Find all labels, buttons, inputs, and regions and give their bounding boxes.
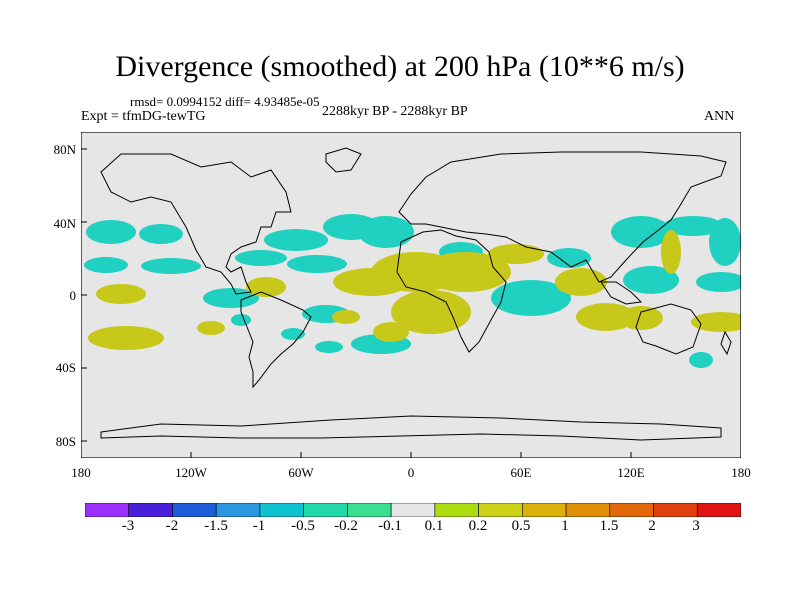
positive-region [555, 268, 607, 296]
colorbar-swatch [696, 503, 741, 517]
colorbar-label: 3 [692, 518, 700, 534]
eurasia-coast [398, 151, 727, 283]
new-zealand-coast [720, 330, 732, 356]
negative-region [709, 218, 741, 266]
negative-divergence-regions [84, 214, 741, 368]
colorbar-swatch [653, 503, 698, 517]
divergence-map [81, 132, 741, 458]
colorbar-label: 1 [561, 518, 569, 534]
colorbar-swatch [215, 503, 261, 517]
experiment-label: Expt = tfmDG-tewTG [81, 109, 206, 124]
negative-region [358, 216, 414, 248]
colorbar-swatch [259, 503, 304, 517]
period-label: 2288kyr BP - 2288kyr BP [322, 104, 468, 119]
positive-region [96, 284, 146, 304]
positive-region [488, 244, 544, 264]
coastlines [100, 147, 732, 441]
negative-region [231, 314, 251, 326]
negative-region [611, 216, 671, 248]
southeast-asia-islands-coast [600, 281, 643, 305]
y-tick-label: 40N [53, 216, 76, 231]
x-tick-label: 60E [510, 465, 532, 480]
negative-region [86, 220, 136, 244]
colorbar-label: 0.5 [511, 518, 531, 534]
australia-coast [635, 303, 702, 355]
colorbar-label: -1.5 [204, 518, 228, 534]
africa-coast [396, 229, 507, 353]
positive-region [332, 310, 360, 324]
negative-region [491, 280, 571, 316]
colorbar-swatch [303, 503, 348, 517]
x-tick-label: 120E [617, 465, 645, 480]
colorbar-label: -1 [252, 518, 266, 534]
negative-region [264, 229, 328, 251]
colorbar-label: 1.5 [599, 518, 619, 534]
y-tick-label: 40S [55, 360, 76, 375]
positive-region [88, 326, 164, 350]
positive-divergence-regions [88, 230, 741, 350]
negative-region [315, 341, 343, 353]
colorbar-swatch [390, 503, 436, 517]
x-tick-label: 180 [71, 465, 91, 480]
colorbar-label: 0.2 [468, 518, 488, 534]
colorbar-swatch [172, 503, 217, 517]
y-tick-label: 80N [53, 142, 76, 157]
colorbar-label: -0.2 [334, 518, 358, 534]
positive-region [691, 312, 741, 332]
positive-region [576, 303, 636, 331]
negative-region [287, 255, 347, 273]
y-tick-label: 80S [55, 434, 76, 449]
negative-region [663, 216, 723, 236]
positive-region [619, 306, 663, 330]
colorbar-label: -0.1 [378, 518, 402, 534]
colorbar-swatch [522, 503, 567, 517]
negative-region [235, 250, 287, 266]
colorbar-label: -3 [121, 518, 135, 534]
negative-region [623, 266, 679, 294]
rmsd-stats: rmsd= 0.0994152 diff= 4.93485e-05 [130, 94, 320, 109]
positive-region [391, 290, 471, 334]
positive-region [246, 277, 286, 297]
x-tick-label: 0 [407, 465, 415, 480]
positive-region [197, 321, 225, 335]
negative-region [141, 258, 201, 274]
colorbar-label: 2 [648, 518, 656, 534]
season-label: ANN [704, 109, 735, 124]
colorbar [85, 503, 741, 517]
axis-ticks [81, 148, 741, 458]
positive-region [373, 322, 409, 342]
antarctica-coast [100, 415, 722, 441]
negative-region [84, 257, 128, 273]
negative-region [696, 272, 741, 292]
south-america-coast [240, 291, 312, 389]
colorbar-swatch [128, 503, 173, 517]
colorbar-swatch [85, 503, 130, 517]
y-tick-label: 0 [69, 288, 77, 303]
greenland-coast [325, 147, 362, 173]
colorbar-swatch [347, 503, 392, 517]
positive-region [661, 230, 681, 274]
colorbar-swatch [434, 503, 479, 517]
colorbar-label: -0.5 [291, 518, 315, 534]
positive-region [421, 252, 511, 292]
colorbar-swatch [478, 503, 523, 517]
x-tick-label: 60W [288, 465, 314, 480]
colorbar-label: -2 [165, 518, 179, 534]
colorbar-swatch [609, 503, 654, 517]
plot-title: Divergence (smoothed) at 200 hPa (10**6 … [115, 50, 685, 83]
north-america-coast [100, 153, 292, 295]
colorbar-label: 0.1 [424, 518, 444, 534]
negative-region [139, 224, 183, 244]
colorbar-swatch [565, 503, 611, 517]
x-tick-label: 180 [731, 465, 751, 480]
x-tick-label: 120W [175, 465, 207, 480]
negative-region [689, 352, 713, 368]
